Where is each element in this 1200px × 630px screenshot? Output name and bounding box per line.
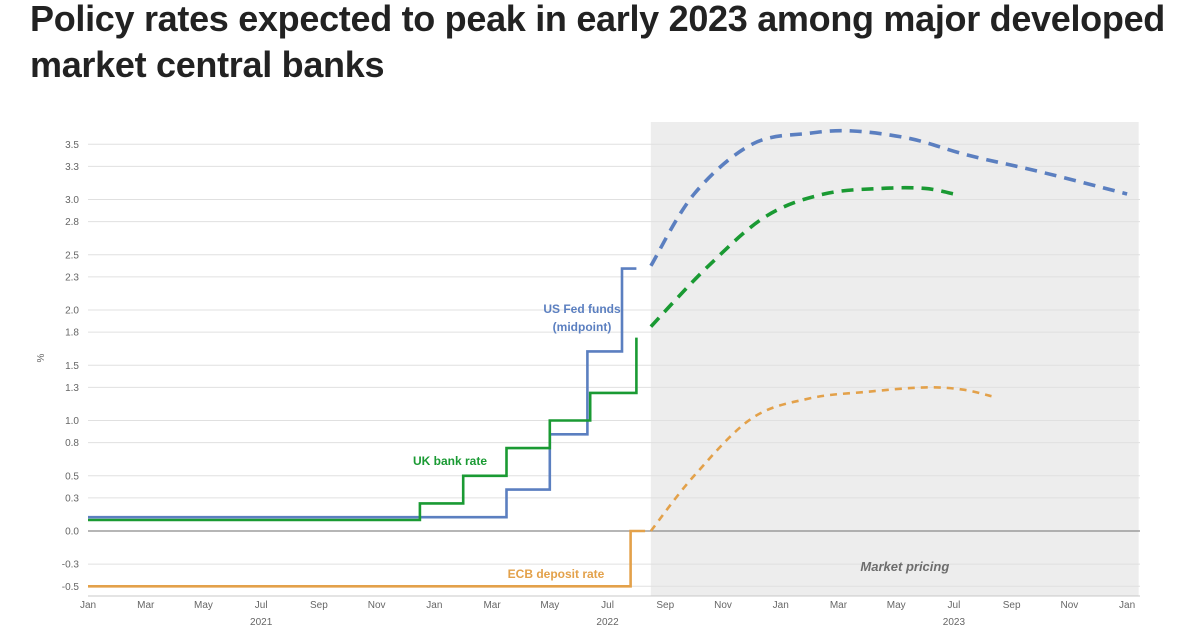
y-axis-unit: % — [36, 353, 47, 362]
x-year-label: 2021 — [250, 617, 273, 628]
us-fed-funds-midpoint-label: (midpoint) — [553, 320, 612, 334]
y-tick-label: 1.3 — [65, 383, 79, 394]
x-tick-label: Sep — [1003, 600, 1021, 611]
uk-bank-rate-actual-line — [88, 337, 638, 522]
x-tick-label: Mar — [137, 600, 155, 611]
y-tick-label: 0.3 — [65, 493, 79, 504]
ecb-deposit-rate-projected-line — [649, 386, 992, 532]
x-tick-label: Jan — [1119, 600, 1135, 611]
y-tick-label: 3.5 — [65, 140, 79, 151]
y-tick-label: 3.3 — [65, 162, 79, 173]
x-tick-label: Sep — [656, 600, 674, 611]
x-tick-label: Sep — [310, 600, 328, 611]
y-tick-label: 2.0 — [65, 306, 79, 317]
y-axis-ticks: -0.5 -0.3 0.0 0.3 0.5 0.8 1.0 1.3 1.5 1.8 2.0 2.3 2.… — [62, 140, 80, 593]
x-tick-label: Jul — [948, 600, 961, 611]
x-tick-label: Jul — [255, 600, 268, 611]
series-labels: US Fed funds (midpoint) UK bank rate ECB de… — [413, 302, 621, 581]
x-tick-label: Nov — [1060, 600, 1078, 611]
market-pricing-label: Market pricing — [860, 559, 949, 574]
y-tick-label: 1.8 — [65, 328, 79, 339]
uk-bank-rate-projected-line — [649, 185, 955, 328]
x-year-label: 2023 — [943, 617, 966, 628]
x-tick-label: Nov — [368, 600, 386, 611]
y-tick-label: 2.5 — [65, 250, 79, 261]
x-tick-label: Jul — [601, 600, 614, 611]
y-tick-label: 0.8 — [65, 438, 79, 449]
x-tick-label: May — [194, 600, 213, 611]
ecb-deposit-rate-actual-line — [88, 529, 646, 588]
ecb-deposit-rate-label: ECB deposit rate — [508, 567, 605, 581]
us-fed-funds-midpoint-projected-line — [649, 128, 1128, 267]
y-tick-label: 2.3 — [65, 272, 79, 283]
x-tick-label: Jan — [80, 600, 96, 611]
x-tick-label: Jan — [426, 600, 442, 611]
y-tick-label: 0.5 — [65, 471, 79, 482]
x-year-label: 2022 — [596, 617, 619, 628]
x-tick-label: Nov — [714, 600, 732, 611]
chart-title: Policy rates expected to peak in early 2… — [30, 0, 1165, 85]
series-lines — [88, 128, 1128, 588]
y-tick-label: 0.0 — [65, 527, 79, 538]
x-tick-label: Mar — [830, 600, 848, 611]
x-tick-label: May — [887, 600, 906, 611]
y-tick-label: 2.8 — [65, 217, 79, 228]
market-pricing-shade — [650, 122, 1139, 596]
x-tick-label: May — [540, 600, 559, 611]
y-tick-label: -0.3 — [62, 560, 80, 571]
x-axis-ticks: Jan Mar May Jul Sep Nov Jan Mar May Jul Sep Nov Jan M… — [80, 600, 1135, 611]
y-tick-label: -0.5 — [62, 582, 80, 593]
x-tick-label: Mar — [483, 600, 501, 611]
gridlines — [88, 143, 1140, 597]
us-fed-funds-midpoint-label: US Fed funds — [543, 302, 621, 316]
y-tick-label: 1.5 — [65, 361, 79, 372]
y-tick-label: 3.0 — [65, 195, 79, 206]
y-tick-label: 1.0 — [65, 416, 79, 427]
x-tick-label: Jan — [773, 600, 789, 611]
uk-bank-rate-label: UK bank rate — [413, 454, 487, 468]
x-axis-year-labels: 2021 2022 2023 — [250, 617, 965, 628]
